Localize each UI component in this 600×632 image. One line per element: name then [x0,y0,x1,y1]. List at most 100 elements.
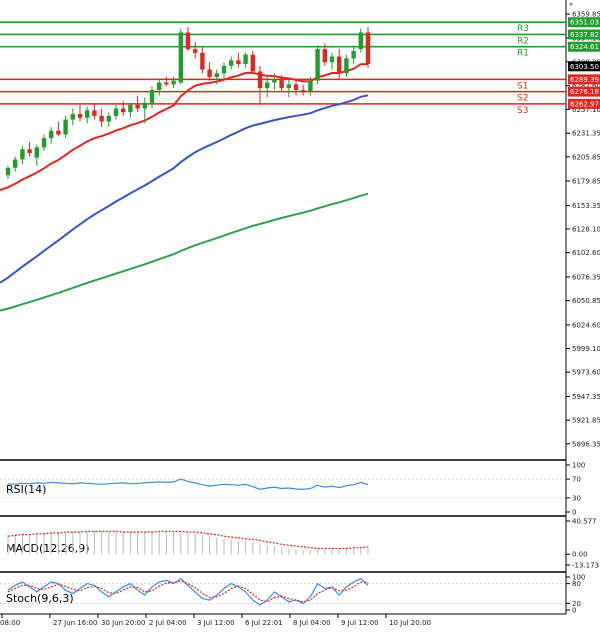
price-axis: 6359.856334.106308.356282.606257.106231.… [566,11,600,448]
level-price-box [568,29,600,40]
stoch-d-line [7,580,369,603]
price-tick-label: 6050.85 [572,297,600,305]
rsi-tick-label: 30 [572,494,581,502]
rsi-tick-label: 0 [572,509,576,517]
stoch-k-line [7,577,369,606]
price-tick-label: 6257.10 [572,106,600,114]
candle-body [41,138,47,148]
candle-body [293,84,299,90]
candle-body [337,56,342,74]
candle-body [13,159,18,168]
time-tick-label: 30 Jun 20:00 [101,619,145,627]
level-price-box [568,74,600,85]
level-name-r1: R1 [517,49,529,59]
macd-panel: MACD(12,26,9) 40.577 0.00 -13.173 [6,518,599,570]
candle-body [214,73,219,77]
ma-mid-line [0,94,369,284]
last-price-box [568,61,600,72]
candle-body [308,80,313,92]
candle-body [135,104,140,109]
time-tick-label: 9 Jul 12:00 [341,619,379,627]
level-price-label: 6324.61 [570,43,599,51]
panel-frames [0,0,567,615]
level-price-box [568,86,600,97]
candle-body [279,78,284,89]
close-icon[interactable]: ▾ [569,0,573,9]
stoch-tick-label: 100 [572,574,585,582]
ma-slow-line [0,192,369,312]
time-tick-label: 08:00 [0,619,20,627]
price-tick-label: 5896.35 [572,440,600,448]
time-tick-label: 10 Jul 20:00 [389,619,431,627]
candle-body [265,82,270,89]
candle-body [63,119,68,135]
candle-body [56,130,61,135]
candle-body [315,49,320,81]
macd-tick-label: 0.00 [572,551,588,559]
candle-body [171,80,176,85]
stoch-tick-label: 0 [572,607,576,615]
rsi-panel: RSI(14) 100 70 30 0 [0,462,585,517]
level-price-label: 6351.03 [570,19,599,27]
time-tick-label: 8 Jul 04:00 [293,619,331,627]
macd-title: MACD(12,26,9) [6,542,90,555]
candles [5,26,371,179]
macd-signal-line [7,530,369,550]
last-price-label: 6303.50 [570,63,599,71]
time-tick-label: 6 Jul 22:01 [245,619,283,627]
stoch-tick-label: 80 [572,580,581,588]
price-tick-label: 6102.60 [572,249,600,257]
candle-body [344,58,349,74]
level-price-label: 6289.39 [570,76,599,84]
candle-body [164,82,169,85]
level-price-box [568,98,600,109]
candle-body [128,104,133,113]
rsi-tick-label: 70 [572,476,581,484]
price-tick-label: 6205.85 [572,153,600,161]
candle-body [149,89,155,103]
candle-body [243,54,248,64]
price-tick-label: 6128.10 [572,225,600,233]
price-tick-label: 6076.35 [572,273,600,281]
level-name-s1: S1 [517,81,528,91]
level-name-r3: R3 [517,24,529,34]
time-tick-label: 3 Jul 12:00 [197,619,235,627]
svg-text:▾: ▾ [569,0,573,9]
candle-body [365,32,371,64]
candle-body [185,32,191,50]
candle-body [178,32,183,83]
price-tick-label: 6231.35 [572,130,600,138]
candle-body [157,82,162,90]
time-tick-label: 2 Jul 04:00 [149,619,187,627]
candle-body [272,78,277,83]
price-tick-label: 5921.85 [572,417,600,425]
candle-body [106,115,111,122]
candle-body [20,149,25,160]
level-name-s3: S3 [517,106,528,116]
level-labels: R3 6351.03 R2 6337.82 R1 6324.61 S1 6289.39 S2 62… [517,17,600,116]
price-tick-label: 5973.60 [572,369,600,377]
candle-body [351,51,356,59]
time-axis: 08:00 27 Jun 16:00 30 Jun 20:00 2 Jul 04:00… [0,614,431,627]
level-price-box [568,41,600,52]
candle-body [236,60,241,64]
level-name-r2: R2 [517,36,529,46]
level-price-label: 6262.97 [570,100,599,108]
candle-body [121,108,126,113]
price-tick-label: 5947.35 [572,393,600,401]
macd-tick-label: 40.577 [572,518,597,526]
candle-body [200,52,205,70]
candle-body [322,49,327,63]
candle-body [5,167,11,176]
candle-body [329,56,335,63]
level-price-label: 6276.18 [570,88,599,96]
macd-tick-label: -13.173 [572,562,599,570]
price-tick-label: 5999.10 [572,345,600,353]
candle-body [77,114,83,118]
candle-body [193,49,198,53]
candle-body [27,149,32,153]
candle-body [113,108,119,116]
stoch-tick-label: 20 [572,600,581,608]
